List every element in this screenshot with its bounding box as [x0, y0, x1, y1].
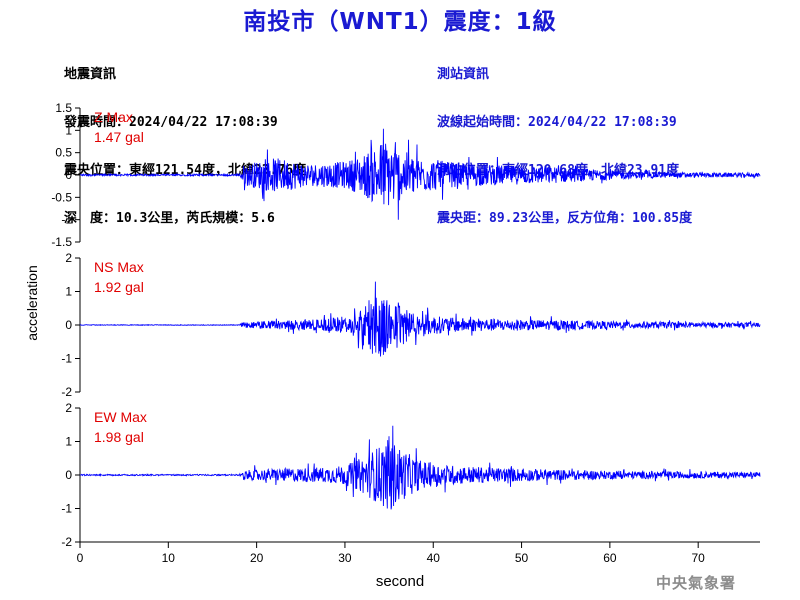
y-tick-label: -2 — [61, 385, 72, 399]
y-tick-label: 1.5 — [55, 101, 72, 115]
y-axis-label: acceleration — [24, 265, 40, 341]
x-tick-label: 10 — [162, 551, 176, 565]
x-tick-label: 70 — [692, 551, 706, 565]
x-tick-label: 30 — [338, 551, 352, 565]
depth-magnitude: 深 度：10.3公里，芮氏規模：5.6 — [64, 211, 275, 226]
x-axis-label: second — [376, 573, 424, 590]
y-tick-label: -0.5 — [51, 190, 72, 204]
waveform-trace-ew — [79, 425, 761, 510]
event-info: 地震資訊 發震時間：2024/04/22 17:08:39 震央位置：東經121… — [64, 35, 306, 243]
x-tick-label: 20 — [250, 551, 264, 565]
max-value-ew: 1.98 gal — [94, 429, 144, 445]
waveform-trace-z — [79, 128, 761, 220]
y-tick-label: 0 — [65, 168, 72, 182]
agency-watermark: 中央氣象署 — [656, 574, 737, 592]
origin-time: 發震時間：2024/04/22 17:08:39 — [64, 115, 278, 130]
max-value-z: 1.47 gal — [94, 129, 144, 145]
max-value-ns: 1.92 gal — [94, 279, 144, 295]
y-tick-label: 0 — [65, 318, 72, 332]
y-tick-label: 2 — [65, 251, 72, 265]
x-tick-label: 60 — [603, 551, 617, 565]
y-tick-label: 0.5 — [55, 146, 72, 160]
max-title-ew: EW Max — [94, 409, 147, 425]
y-tick-label: -1 — [61, 213, 72, 227]
y-tick-label: -1 — [61, 502, 72, 516]
y-tick-label: -1.5 — [51, 235, 72, 249]
max-title-ns: NS Max — [94, 259, 144, 275]
max-title-z: Z Max — [94, 109, 133, 125]
y-tick-label: 2 — [65, 401, 72, 415]
x-tick-label: 0 — [77, 551, 84, 565]
station-info-heading: 測站資訊 — [437, 67, 490, 82]
event-info-heading: 地震資訊 — [64, 67, 117, 82]
x-tick-label: 40 — [427, 551, 441, 565]
y-tick-label: 0 — [65, 468, 72, 482]
y-tick-label: -1 — [61, 352, 72, 366]
waveform-trace-ns — [79, 281, 761, 357]
y-tick-label: 1 — [65, 123, 72, 137]
y-tick-label: 1 — [65, 285, 72, 299]
distance-azimuth: 震央距：89.23公里，反方位角：100.85度 — [437, 211, 693, 226]
chart-title: 南投市（WNT1）震度：1級 — [243, 9, 557, 35]
x-tick-label: 50 — [515, 551, 529, 565]
y-tick-label: -2 — [61, 535, 72, 549]
wave-start-time: 波線起始時間：2024/04/22 17:08:39 — [437, 115, 677, 130]
y-tick-label: 1 — [65, 435, 72, 449]
